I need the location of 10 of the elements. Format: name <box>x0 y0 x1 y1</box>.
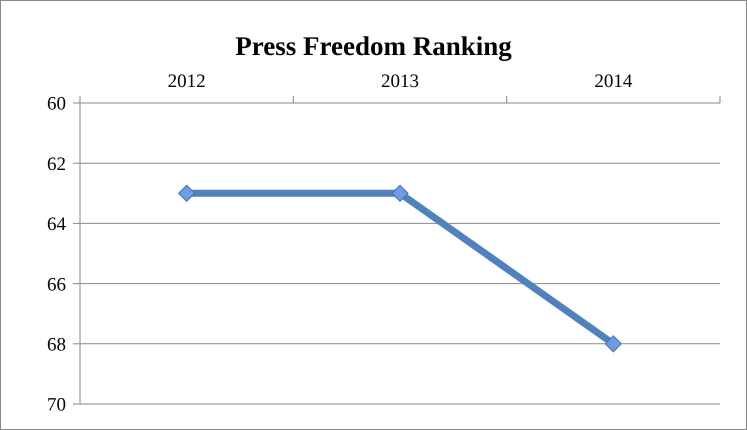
x-tick-label: 2012 <box>168 71 206 92</box>
y-tick-label: 64 <box>47 214 66 236</box>
y-tick-label: 66 <box>47 274 66 296</box>
y-tick-label: 62 <box>47 154 66 175</box>
y-tick-label: 60 <box>47 94 66 115</box>
y-tick-label: 70 <box>47 394 66 416</box>
x-tick-label: 2014 <box>594 71 633 92</box>
y-tick-label: 68 <box>47 334 66 356</box>
chart-title: Press Freedom Ranking <box>235 31 512 61</box>
x-tick-label: 2013 <box>381 71 419 92</box>
